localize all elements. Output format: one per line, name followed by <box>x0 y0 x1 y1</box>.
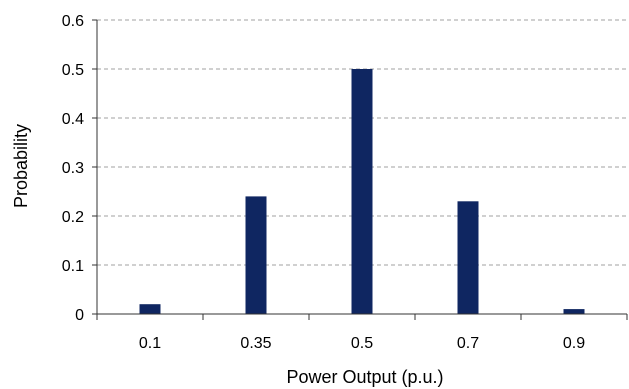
y-tick-label: 0.4 <box>62 111 84 128</box>
x-tick-label: 0.35 <box>240 335 271 352</box>
bar <box>139 304 161 314</box>
grid-lines <box>97 19 627 266</box>
y-tick-label: 0.6 <box>62 13 84 30</box>
axes <box>92 19 628 320</box>
bar <box>351 69 373 314</box>
y-tick-label: 0.2 <box>62 209 84 226</box>
bar <box>563 309 585 314</box>
y-tick-labels: 0 0.1 0.2 0.3 0.4 0.5 0.6 <box>62 13 84 324</box>
y-tick-label: 0.5 <box>62 62 84 79</box>
x-tick-label: 0.5 <box>351 335 373 352</box>
y-tick-label: 0 <box>75 307 84 324</box>
x-tick-label: 0.7 <box>457 335 479 352</box>
y-tick-label: 0.1 <box>62 258 84 275</box>
x-tick-label: 0.1 <box>139 335 161 352</box>
x-tick-labels: 0.1 0.35 0.5 0.7 0.9 <box>139 335 585 352</box>
y-axis-title: Probability <box>11 124 31 208</box>
y-tick-label: 0.3 <box>62 160 84 177</box>
x-axis-title: Power Output (p.u.) <box>286 367 443 387</box>
bar <box>245 196 267 314</box>
bars <box>139 69 585 314</box>
x-tick-label: 0.9 <box>563 335 585 352</box>
bar <box>457 201 479 314</box>
